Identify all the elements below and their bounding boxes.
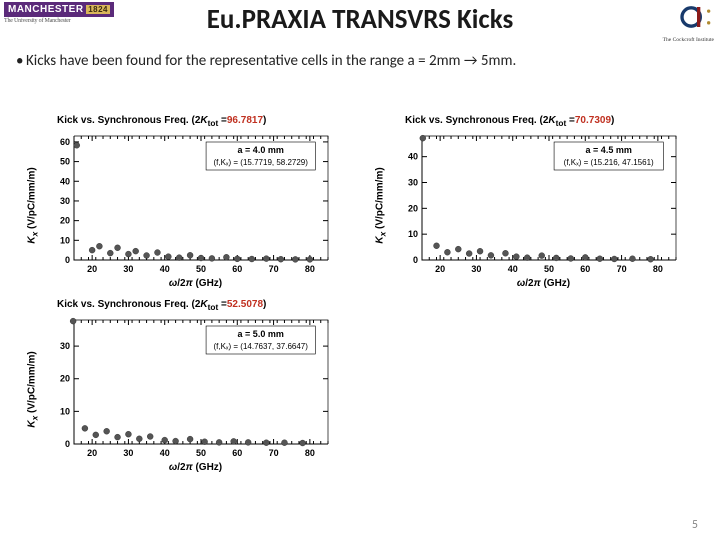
y-axis-label: Kx (V/pC/mm/m): [22, 130, 44, 280]
svg-text:80: 80: [653, 264, 663, 274]
y-axis-label: Kx (V/pC/mm/m): [22, 314, 44, 464]
svg-text:0: 0: [65, 255, 70, 265]
svg-text:(f,Kₓ) = (15.216, 47.1561): (f,Kₓ) = (15.216, 47.1561): [564, 158, 654, 167]
svg-text:20: 20: [87, 264, 97, 274]
svg-text:30: 30: [123, 448, 133, 458]
svg-text:40: 40: [60, 176, 70, 186]
chart-2: Kick vs. Synchronous Freq. (2Ktot =52.50…: [22, 299, 347, 473]
slide-title: Eu.PRAXIA TRANSVRS Kicks: [0, 3, 720, 36]
svg-text:60: 60: [232, 264, 242, 274]
svg-text:40: 40: [408, 152, 418, 162]
svg-text:30: 30: [60, 341, 70, 351]
slide: MANCHESTER 1824 The University of Manche…: [0, 0, 720, 540]
svg-text:70: 70: [269, 448, 279, 458]
svg-text:10: 10: [60, 235, 70, 245]
scatter-plot: 20 30 40 50 60 70 80 0 10 20 30 a = 5.0 mm (f,Kₓ) = …: [44, 314, 334, 464]
svg-text:50: 50: [196, 264, 206, 274]
svg-text:20: 20: [60, 216, 70, 226]
chart-1: Kick vs. Synchronous Freq. (2Ktot =70.73…: [370, 115, 695, 289]
svg-text:70: 70: [617, 264, 627, 274]
svg-text:40: 40: [160, 448, 170, 458]
svg-text:80: 80: [305, 264, 315, 274]
scatter-plot: 20 30 40 50 60 70 80 0 10 20 30 40 50 60 a = 4.0 mm (f,…: [44, 130, 334, 280]
svg-text:a = 5.0 mm: a = 5.0 mm: [238, 329, 284, 339]
svg-text:20: 20: [87, 448, 97, 458]
svg-text:0: 0: [65, 439, 70, 449]
svg-text:30: 30: [471, 264, 481, 274]
svg-text:50: 50: [196, 448, 206, 458]
svg-text:60: 60: [232, 448, 242, 458]
bullet-text: • Kicks have been found for the represen…: [26, 52, 700, 71]
page-number: 5: [692, 518, 698, 532]
svg-text:20: 20: [435, 264, 445, 274]
svg-text:a = 4.5 mm: a = 4.5 mm: [586, 145, 632, 155]
svg-text:50: 50: [60, 157, 70, 167]
svg-text:30: 30: [123, 264, 133, 274]
svg-text:40: 40: [160, 264, 170, 274]
bullet-content: Kicks have been found for the representa…: [26, 52, 516, 70]
svg-text:10: 10: [408, 229, 418, 239]
scatter-plot: 20 30 40 50 60 70 80 0 10 20 30 40 a = 4.5 mm (f,Kₓ) …: [392, 130, 682, 280]
chart-title: Kick vs. Synchronous Freq. (2Ktot =52.50…: [57, 299, 347, 312]
svg-text:30: 30: [408, 178, 418, 188]
svg-text:60: 60: [60, 137, 70, 147]
svg-text:70: 70: [269, 264, 279, 274]
chart-title: Kick vs. Synchronous Freq. (2Ktot =96.78…: [57, 115, 347, 128]
y-axis-label: Kx (V/pC/mm/m): [370, 130, 392, 280]
svg-text:50: 50: [544, 264, 554, 274]
cockroft-sub: The Cockcroft Institute: [663, 38, 714, 44]
chart-title: Kick vs. Synchronous Freq. (2Ktot =70.73…: [405, 115, 695, 128]
svg-text:20: 20: [60, 374, 70, 384]
svg-text:(f,Kₓ) = (15.7719, 58.2729): (f,Kₓ) = (15.7719, 58.2729): [213, 158, 308, 167]
chart-0: Kick vs. Synchronous Freq. (2Ktot =96.78…: [22, 115, 347, 289]
svg-text:30: 30: [60, 196, 70, 206]
bullet-marker: •: [16, 52, 23, 71]
svg-text:20: 20: [408, 203, 418, 213]
svg-text:40: 40: [508, 264, 518, 274]
svg-text:0: 0: [413, 255, 418, 265]
svg-text:60: 60: [580, 264, 590, 274]
svg-text:80: 80: [305, 448, 315, 458]
svg-text:a = 4.0 mm: a = 4.0 mm: [238, 145, 284, 155]
svg-text:10: 10: [60, 406, 70, 416]
svg-text:(f,Kₓ) = (14.7637, 37.6647): (f,Kₓ) = (14.7637, 37.6647): [213, 342, 308, 351]
charts-grid: Kick vs. Synchronous Freq. (2Ktot =96.78…: [22, 115, 698, 473]
